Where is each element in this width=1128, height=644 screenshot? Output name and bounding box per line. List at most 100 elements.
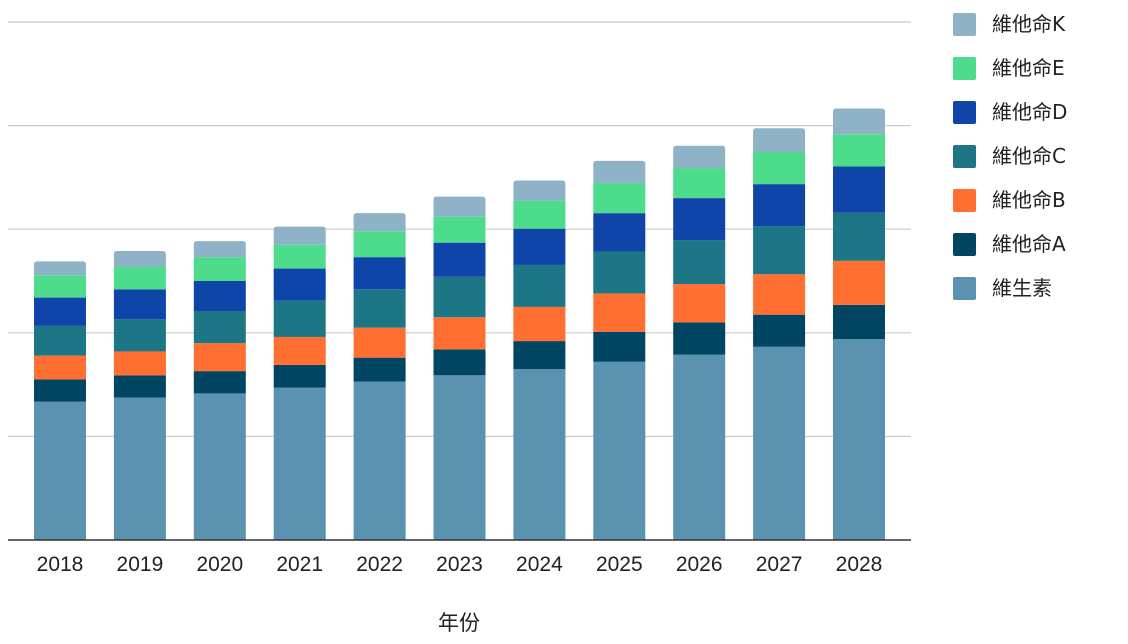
bar-segment	[593, 361, 646, 540]
bar-segment	[753, 274, 806, 315]
legend-swatch	[953, 277, 976, 300]
x-tick-label: 2026	[676, 553, 723, 576]
x-axis-title: 年份	[438, 611, 480, 635]
bar-segment	[193, 393, 246, 540]
bar-segment	[193, 281, 246, 312]
bar-segment	[433, 276, 486, 318]
bar-segment	[34, 355, 86, 380]
bar-segment	[513, 369, 566, 540]
bar-segment	[34, 275, 86, 298]
bar-segment	[753, 226, 806, 275]
bar-segment	[433, 317, 486, 350]
legend-item: 維他命C	[953, 144, 1066, 168]
bar-segment	[193, 343, 246, 372]
bar-segment	[593, 213, 646, 252]
bar-segment	[193, 257, 246, 281]
bar-segment	[833, 339, 885, 540]
bar-segment	[833, 260, 885, 305]
legend: 維他命K 維他命E 維他命D 維他命C 維他命B 維他命A 維生素	[953, 12, 1067, 300]
bar-segment	[833, 134, 885, 167]
bar-segment	[593, 183, 646, 214]
bar-segment	[673, 354, 726, 540]
bar-segment	[353, 289, 406, 328]
bar-segment	[433, 196, 486, 217]
legend-item: 維他命A	[953, 232, 1066, 256]
bar-segment	[34, 325, 86, 356]
legend-swatch	[953, 145, 976, 168]
bar-segment	[513, 200, 566, 229]
x-tick-label: 2023	[436, 553, 483, 576]
bar-segment	[273, 336, 326, 365]
bar-segment	[433, 216, 486, 243]
bar-segment	[273, 226, 326, 245]
x-tick-label: 2018	[37, 553, 84, 576]
x-tick-label: 2021	[276, 553, 323, 576]
bar-segment	[753, 184, 806, 227]
legend-item: 維他命B	[953, 188, 1066, 212]
bar-segment	[513, 264, 566, 307]
bar-segment	[113, 397, 166, 540]
legend-label: 維他命K	[992, 12, 1066, 36]
bar-segment	[273, 364, 326, 388]
bar-segment	[34, 401, 86, 540]
bar-segment	[593, 251, 646, 294]
bar-segment	[273, 387, 326, 540]
bar-segment	[673, 198, 726, 241]
bar-segment	[193, 371, 246, 394]
legend-label: 維他命E	[992, 56, 1065, 80]
bar-segment	[353, 257, 406, 290]
legend-swatch	[953, 57, 976, 80]
bar-segment	[113, 250, 166, 268]
legend-swatch	[953, 189, 976, 212]
bar-segment	[433, 375, 486, 540]
legend-label: 維他命A	[992, 232, 1066, 256]
legend-item: 維他命E	[953, 56, 1065, 80]
bar-segment	[513, 341, 566, 370]
bar-segment	[833, 304, 885, 340]
bar-segment	[34, 297, 86, 326]
bar-segment	[673, 168, 726, 199]
legend-label: 維他命C	[992, 144, 1066, 168]
bar-segment	[353, 327, 406, 358]
bar-segment	[273, 300, 326, 337]
legend-item: 維他命D	[953, 100, 1067, 124]
bar-segment	[113, 375, 166, 398]
bar-segment	[353, 357, 406, 382]
legend-swatch	[953, 13, 976, 36]
legend-item: 維他命K	[953, 12, 1066, 36]
x-tick-label: 2020	[196, 553, 243, 576]
bars	[34, 108, 885, 540]
bar-segment	[353, 231, 406, 258]
x-tick-label: 2024	[516, 553, 563, 576]
bar-segment	[673, 322, 726, 355]
x-tick-label: 2027	[756, 553, 803, 576]
bar-segment	[433, 349, 486, 376]
bar-segment	[673, 145, 726, 169]
bar-segment	[673, 284, 726, 323]
bar-segment	[113, 351, 166, 376]
bar-segment	[353, 213, 406, 232]
bar-segment	[433, 242, 486, 277]
bar-segment	[193, 311, 246, 344]
x-tick-label: 2028	[836, 553, 883, 576]
x-tick-label: 2019	[117, 553, 164, 576]
legend-label: 維生素	[992, 276, 1052, 300]
legend-swatch	[953, 101, 976, 124]
bar-segment	[593, 160, 646, 184]
bar-segment	[833, 108, 885, 135]
legend-label: 維他命B	[992, 188, 1066, 212]
bar-segment	[513, 180, 566, 201]
bar-segment	[593, 293, 646, 332]
legend-swatch	[953, 233, 976, 256]
legend-label: 維他命D	[992, 100, 1067, 124]
bar-segment	[193, 241, 246, 258]
bar-segment	[593, 331, 646, 362]
bar-segment	[753, 346, 806, 540]
legend-item: 維生素	[953, 276, 1052, 300]
bar-segment	[273, 244, 326, 269]
bar-segment	[113, 267, 166, 290]
bar-segment	[353, 381, 406, 540]
bar-segment	[753, 152, 806, 185]
bar-segment	[833, 212, 885, 261]
